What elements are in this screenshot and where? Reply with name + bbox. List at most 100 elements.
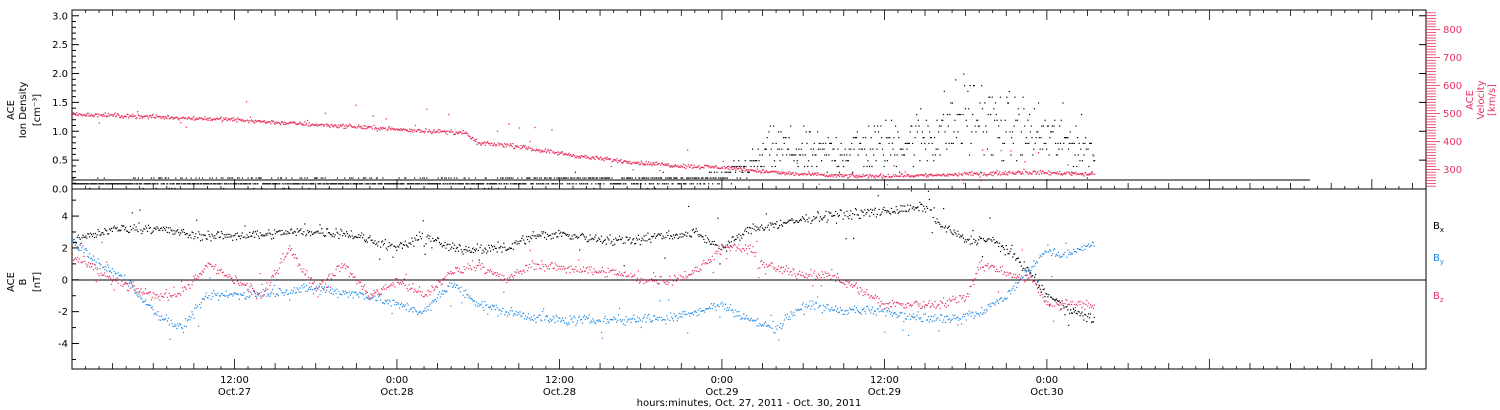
velocity-point [871,174,873,177]
density-point [860,142,862,145]
by-point [514,313,516,316]
bx-point [827,219,829,221]
density-point [801,142,803,145]
density-point [658,183,660,185]
by-point [817,307,820,309]
density-point [963,73,965,75]
by-point [604,315,606,318]
by-point [471,299,474,301]
density-point [617,183,620,185]
by-point [814,308,816,310]
density-point [123,183,125,185]
density-point [348,183,350,185]
bx-point [81,236,83,239]
density-point [657,177,659,179]
bx-point [209,235,211,238]
density-point [870,137,872,139]
bx-point [943,227,946,229]
density-point [921,131,923,133]
bx-point [205,238,207,240]
velocity-point [517,145,519,148]
density-point [724,171,726,173]
density-point [236,177,239,179]
bx-point [472,252,475,254]
by-point [223,294,225,296]
density-point [382,177,384,179]
density-point [959,113,961,116]
velocity-point [860,175,863,177]
by-point [653,315,656,317]
density-point [386,183,388,185]
velocity-point [849,175,851,178]
velocity-point [1016,171,1018,174]
density-point [549,177,551,179]
velocity-point [99,114,101,116]
by-point [359,291,361,294]
velocity-point [153,116,155,119]
density-point [784,137,786,139]
density-point [855,137,857,139]
by-point [605,322,607,324]
density-point [912,165,915,168]
velocity-point [1063,172,1066,174]
by-point [491,304,494,306]
velocity-point [232,117,235,119]
velocity-point [724,167,726,170]
bx-point [682,236,684,238]
bx-point [998,245,1000,248]
by-point [330,292,332,295]
density-point [808,160,810,162]
density-point [647,187,649,190]
density-point [1044,119,1046,121]
velocity-point [193,119,196,121]
bx-point [216,233,218,235]
by-point [119,275,121,277]
velocity-point [210,119,212,122]
velocity-point [767,171,769,174]
by-point [579,315,581,317]
velocity-point [233,119,235,122]
density-point [852,137,854,139]
density-point [132,183,134,185]
velocity-point [253,121,255,123]
bx-point [1062,304,1064,307]
by-point [783,319,785,321]
density-point [706,177,708,179]
density-point [855,137,858,139]
by-point [584,318,586,320]
density-point [813,142,815,145]
bx-point [343,232,345,235]
by-point [830,309,832,311]
velocity-point [87,115,89,117]
by-point [715,309,717,311]
velocity-point [623,160,625,162]
density-point [996,119,998,121]
density-point [561,183,564,185]
by-point [533,315,535,317]
by-point [946,315,949,317]
density-point [729,171,731,173]
bx-point [250,235,252,237]
velocity-point [957,175,959,177]
velocity-point [967,172,969,174]
bx-point [1046,293,1048,295]
density-point [370,177,373,179]
velocity-point [569,154,571,157]
density-point [350,177,352,179]
density-point [209,177,211,179]
bx-point [311,233,313,235]
by-point [218,295,221,297]
velocity-point [697,166,699,168]
velocity-point [764,171,766,173]
velocity-point [611,161,613,163]
bx-point [1002,246,1004,249]
bx-point [142,230,144,232]
by-point [949,321,951,323]
by-point [751,320,753,322]
bx-point [895,206,897,208]
velocity-point [659,169,661,172]
density-point [558,177,560,179]
by-point [192,313,194,316]
bx-point [966,238,968,241]
density-point [585,177,587,179]
